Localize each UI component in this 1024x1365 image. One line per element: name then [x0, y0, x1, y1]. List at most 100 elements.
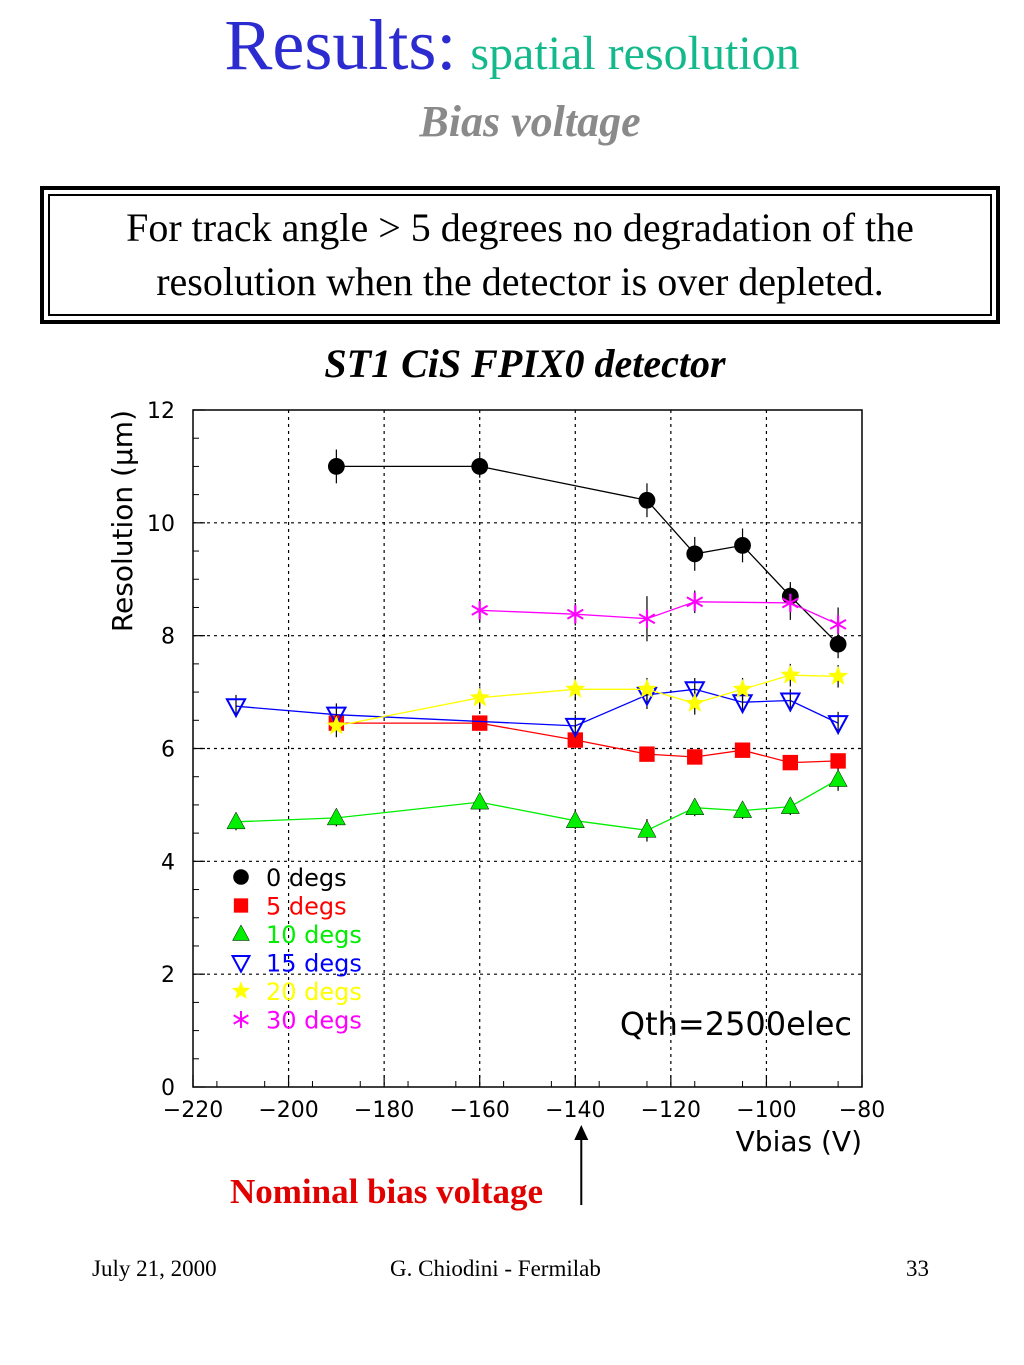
- y-tick-label: 0: [161, 1076, 175, 1101]
- series-15-degs-point-shape: [225, 698, 247, 719]
- series-20-degs-point: [326, 715, 347, 735]
- series-5-degs-point-shape: [830, 753, 846, 769]
- x-tick-label: −80: [839, 1098, 885, 1123]
- series-10-degs-point-shape: [733, 800, 753, 818]
- slide-title: Results:: [224, 5, 457, 85]
- series-10-degs-point: [733, 800, 753, 818]
- series-15-degs-point-shape: [827, 715, 849, 736]
- series-10-degs-point: [565, 810, 585, 828]
- series-20-degs-point-shape: [326, 715, 347, 735]
- x-axis-label: Vbias (V): [736, 1125, 862, 1158]
- x-tick-label: −160: [449, 1098, 509, 1123]
- series-0-degs-point: [471, 458, 489, 475]
- legend-label: 10 degs: [266, 921, 362, 949]
- series-10-degs-point-shape: [780, 796, 800, 814]
- legend-marker: [230, 955, 252, 974]
- legend-marker: [231, 981, 251, 999]
- series-10-degs-point: [780, 796, 800, 814]
- series-5-degs-point-shape: [472, 715, 488, 731]
- series-10-degs-point-shape: [565, 810, 585, 828]
- y-tick-label: 2: [161, 963, 175, 988]
- series-10-degs-point-shape: [326, 807, 346, 826]
- series-15-degs-point: [683, 681, 706, 702]
- legend-label: 15 degs: [266, 950, 362, 978]
- series-30-degs-point: [829, 615, 847, 634]
- summary-box: For track angle > 5 degrees no degradati…: [40, 186, 1000, 324]
- series-20-degs-point: [637, 678, 657, 698]
- series-20-degs-point-shape: [780, 664, 801, 684]
- y-tick-label: 12: [147, 399, 175, 424]
- footer-page: 33: [906, 1256, 929, 1281]
- series-30-degs-point: [566, 605, 584, 624]
- series-10-degs-point-shape: [470, 791, 490, 810]
- series-15-degs-point: [325, 706, 348, 727]
- series-10-degs-point: [470, 791, 490, 810]
- y-tick-label: 4: [161, 850, 175, 875]
- slide-title-sub: spatial resolution: [470, 27, 800, 80]
- series-20-degs-point: [780, 664, 801, 684]
- series-20-degs-point-shape: [469, 687, 490, 707]
- series-15-degs-point: [225, 698, 247, 719]
- summary-text: For track angle > 5 degrees no degradati…: [48, 194, 992, 316]
- slide-title-row: Results: spatial resolution: [0, 4, 1024, 94]
- series-0-degs-point-shape: [638, 491, 656, 509]
- series-10-degs-point-shape: [637, 819, 657, 838]
- series-15-degs-point: [779, 692, 802, 713]
- series-10-degs-point: [685, 797, 705, 815]
- series-0-degs-point: [829, 635, 847, 653]
- series-5-degs-point: [687, 749, 703, 765]
- series-5-degs-point: [830, 753, 846, 769]
- series-5-degs-point: [567, 732, 583, 748]
- legend-label: 0 degs: [266, 864, 347, 892]
- series-20-degs-point: [732, 678, 753, 698]
- series-10-degs-point-shape: [226, 811, 246, 830]
- series-20-degs-line: [336, 674, 839, 727]
- series-30-degs-point: [471, 601, 489, 620]
- series-5-degs-point-shape: [567, 732, 583, 748]
- y-tick-label: 8: [161, 625, 175, 650]
- series-10-degs-line: [235, 778, 839, 831]
- x-tick-label: −140: [545, 1098, 605, 1123]
- series-0-degs-point: [686, 545, 704, 563]
- series-15-degs-line: [235, 688, 839, 727]
- series-0-degs-point-shape: [686, 545, 704, 563]
- qth-annotation: Qth=2500elec: [620, 1005, 852, 1043]
- series-30-degs-point: [638, 609, 656, 628]
- series-0-degs-line: [336, 465, 839, 645]
- series-0-degs-point: [638, 491, 656, 509]
- x-tick-label: −120: [641, 1098, 701, 1123]
- series-5-degs-point: [782, 754, 799, 771]
- series-0-degs-point-shape: [327, 458, 345, 475]
- series-30-degs-point: [686, 592, 704, 611]
- series-10-degs-point-shape: [685, 797, 705, 815]
- series-30-degs-line: [479, 601, 839, 625]
- legend-marker: [232, 924, 250, 941]
- y-tick-label: 10: [147, 512, 175, 537]
- x-tick-label: −100: [736, 1098, 796, 1123]
- series-5-degs-point: [734, 742, 751, 758]
- chart-title: ST1 CiS FPIX0 detector: [324, 341, 726, 386]
- series-5-degs-point: [639, 746, 655, 762]
- slide-subtitle: Bias voltage: [419, 97, 641, 146]
- series-5-degs-point: [472, 715, 488, 731]
- legend-marker: [233, 1011, 249, 1028]
- legend-marker-shape: [233, 898, 249, 913]
- series-0-degs-point: [734, 537, 751, 554]
- nominal-bias-label: Nominal bias voltage: [230, 1172, 544, 1211]
- footer-date: July 21, 2000: [92, 1256, 217, 1281]
- series-20-degs-point: [684, 692, 705, 712]
- y-axis-label: Resolution (μm): [106, 410, 139, 632]
- series-5-degs-point-shape: [639, 746, 655, 762]
- legend-marker: [233, 869, 249, 885]
- series-10-degs-point: [637, 819, 657, 838]
- series-20-degs-point-shape: [637, 678, 657, 698]
- series-5-degs-point-shape: [687, 749, 703, 765]
- series-15-degs-point: [827, 715, 849, 736]
- legend-marker: [233, 898, 249, 913]
- legend-marker-shape: [232, 924, 250, 941]
- series-20-degs-point: [565, 678, 586, 698]
- series-0-degs-point-shape: [829, 635, 847, 653]
- nominal-arrow-head: [574, 1125, 589, 1140]
- series-15-degs-point-shape: [325, 706, 348, 727]
